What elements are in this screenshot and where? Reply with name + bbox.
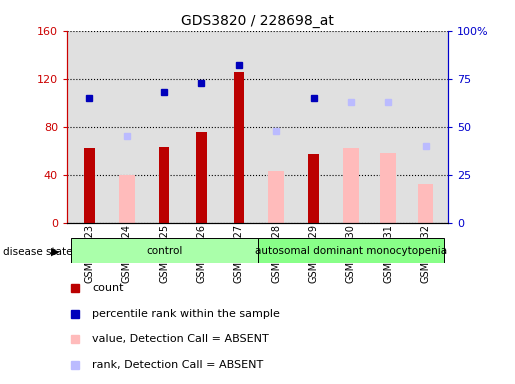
Bar	[119, 175, 134, 223]
Bar	[196, 131, 207, 223]
Text: control: control	[146, 245, 182, 256]
Bar	[84, 148, 95, 223]
Bar	[308, 154, 319, 223]
Text: value, Detection Call = ABSENT: value, Detection Call = ABSENT	[92, 334, 269, 344]
Bar	[258, 238, 444, 263]
Bar	[381, 153, 396, 223]
Title: GDS3820 / 228698_at: GDS3820 / 228698_at	[181, 14, 334, 28]
Text: count: count	[92, 283, 124, 293]
Bar	[268, 171, 284, 223]
Text: ▶: ▶	[50, 247, 59, 257]
Text: percentile rank within the sample: percentile rank within the sample	[92, 309, 280, 319]
Text: rank, Detection Call = ABSENT: rank, Detection Call = ABSENT	[92, 360, 264, 370]
Bar	[418, 184, 434, 223]
Bar	[234, 71, 244, 223]
Bar	[343, 148, 359, 223]
Text: autosomal dominant monocytopenia: autosomal dominant monocytopenia	[255, 245, 447, 256]
Text: disease state: disease state	[3, 247, 72, 257]
Bar	[71, 238, 258, 263]
Bar	[159, 147, 169, 223]
